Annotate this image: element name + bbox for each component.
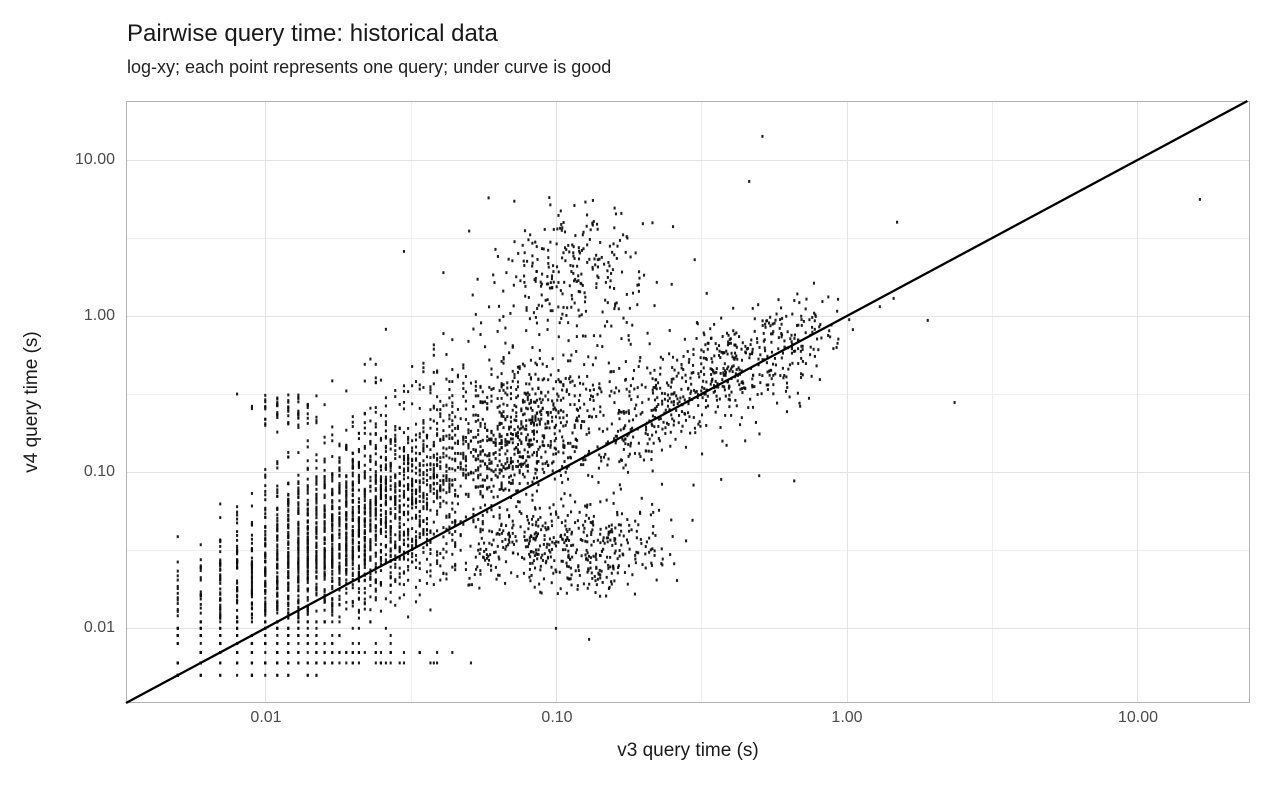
x-tick-label-0-01: 0.01: [250, 709, 282, 726]
chart-subtitle: log-xy; each point represents one query;…: [127, 57, 612, 77]
x-tick-label-10: 10.00: [1117, 709, 1159, 726]
y-tick-label-10: 10.00: [74, 151, 115, 168]
y-tick-label-1: 1.00: [83, 307, 115, 324]
y-tick-label-0-10: 0.10: [83, 463, 115, 480]
chart-title: Pairwise query time: historical data: [127, 20, 498, 47]
y-tick-label-0-01: 0.01: [83, 619, 115, 636]
x-tick-label-0-10: 0.10: [541, 709, 573, 726]
y-axis-title: v4 query time (s): [21, 331, 42, 473]
x-tick-label-1: 1.00: [831, 709, 863, 726]
x-axis-title: v3 query time (s): [617, 740, 759, 761]
